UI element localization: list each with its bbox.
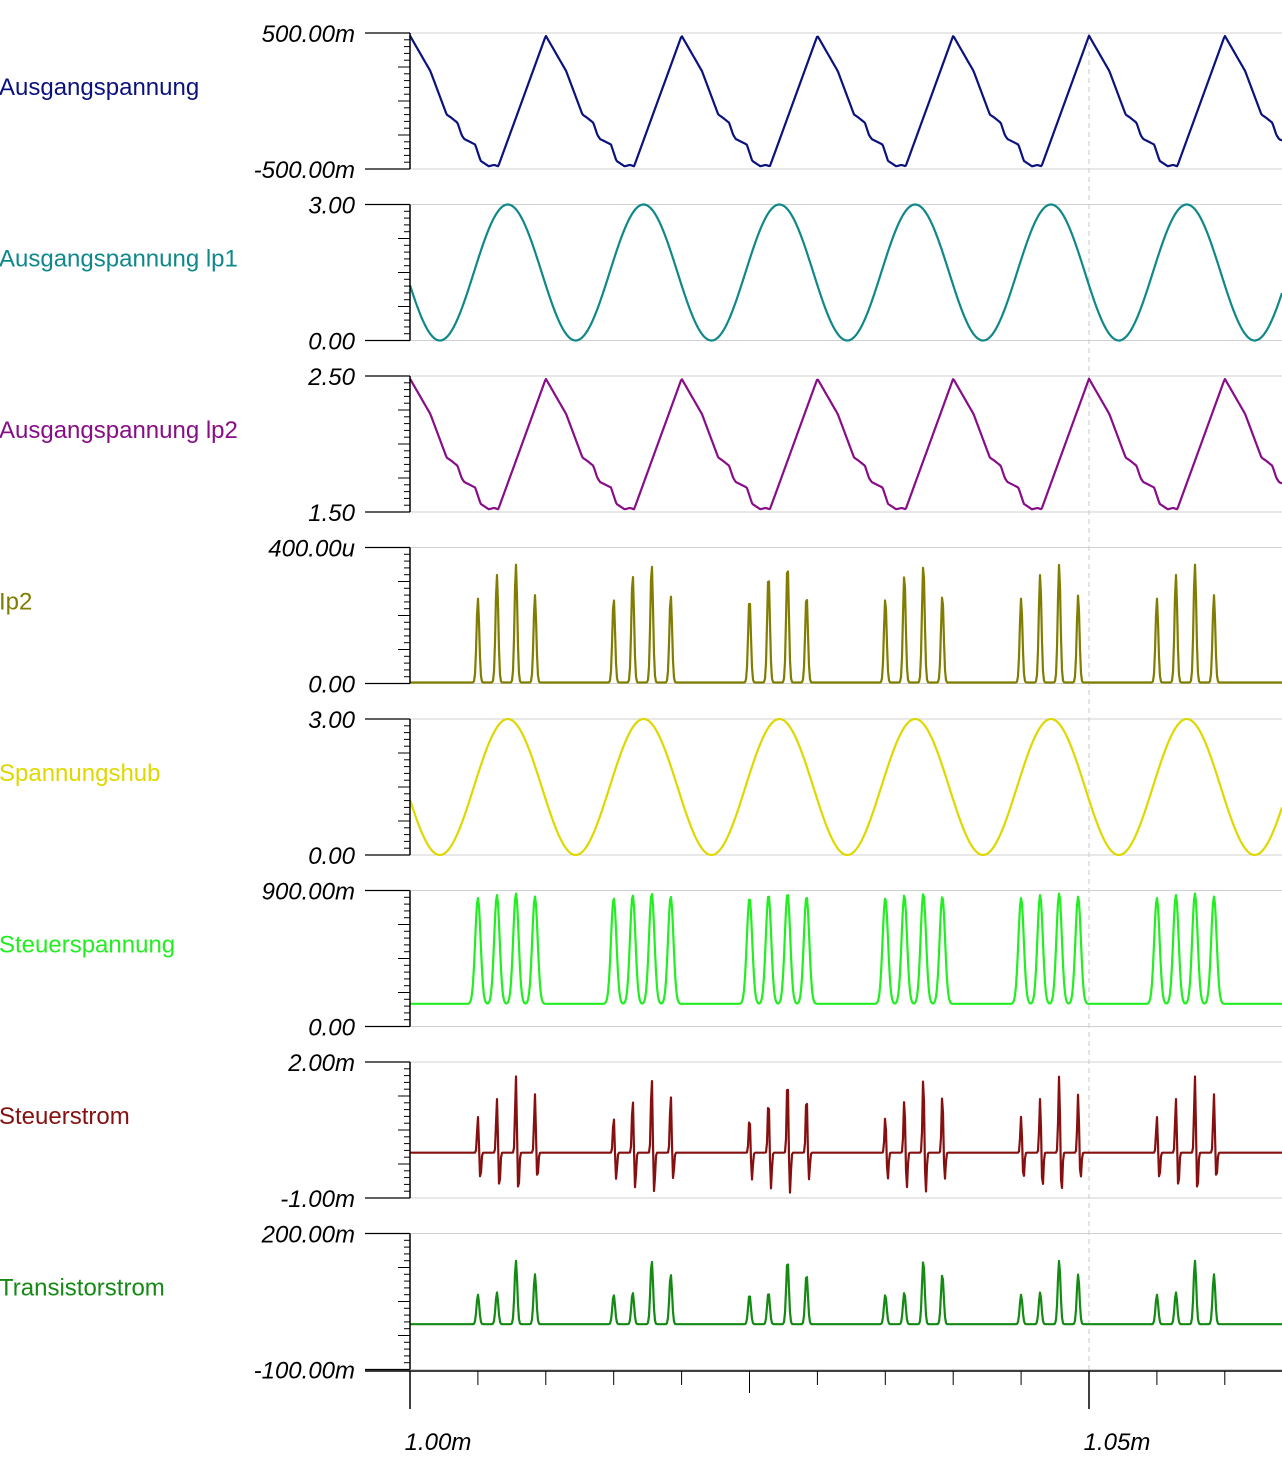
x-tick-label: 1.00m xyxy=(405,1429,472,1456)
y-tick-label: 0.00 xyxy=(308,329,355,356)
series-line xyxy=(409,892,1282,1005)
series-label: Ausgangspannung lp2 xyxy=(0,417,238,444)
series-line xyxy=(408,717,1282,857)
series-label: Ausgangspannung xyxy=(0,74,199,101)
text-layer: 500.00m -500.00m Ausgangspannung 3.00 0.00 Au… xyxy=(0,21,1150,1456)
grid-layer xyxy=(410,32,1282,1371)
series-line xyxy=(408,203,1282,342)
y-tick-label: 2.00m xyxy=(287,1050,355,1077)
series-label: Transistorstrom xyxy=(0,1275,165,1302)
y-tick-label: 2.50 xyxy=(307,364,355,391)
series-line xyxy=(409,377,1282,511)
y-tick-label: -500.00m xyxy=(254,157,355,184)
series-line xyxy=(409,34,1282,168)
y-tick-label: 400.00u xyxy=(268,536,355,563)
series-label: Steuerstrom xyxy=(0,1103,130,1130)
traces-layer xyxy=(408,34,1282,1326)
y-tick-label: 1.50 xyxy=(308,500,355,527)
y-tick-label: -1.00m xyxy=(280,1186,355,1213)
series-label: Ip2 xyxy=(0,589,32,616)
series-label: Ausgangspannung lp1 xyxy=(0,246,238,273)
y-tick-label: 3.00 xyxy=(308,707,355,734)
axes-layer xyxy=(365,32,1282,1409)
series-label: Steuerspannung xyxy=(0,932,175,959)
y-tick-label: 900.00m xyxy=(262,879,355,906)
y-tick-label: 500.00m xyxy=(262,21,355,48)
y-tick-label: -100.00m xyxy=(254,1358,355,1385)
x-tick-label: 1.05m xyxy=(1084,1429,1151,1456)
series-line xyxy=(409,563,1282,684)
y-tick-label: 0.00 xyxy=(308,672,355,699)
y-tick-label: 0.00 xyxy=(308,1015,355,1042)
series-label: Spannungshub xyxy=(0,760,160,787)
y-tick-label: 0.00 xyxy=(308,843,355,870)
y-tick-label: 200.00m xyxy=(261,1222,355,1249)
series-line xyxy=(409,1075,1282,1194)
y-tick-label: 3.00 xyxy=(308,193,355,220)
series-line xyxy=(409,1259,1282,1326)
